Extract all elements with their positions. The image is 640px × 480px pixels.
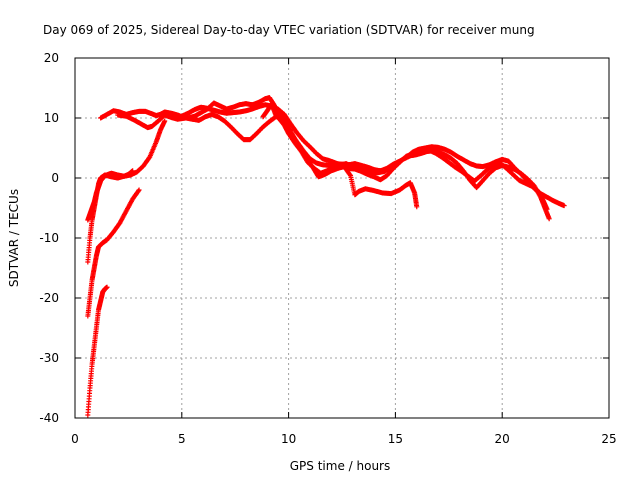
data-point xyxy=(130,168,136,174)
x-tick-label: 15 xyxy=(388,432,403,446)
series-track-e xyxy=(98,95,567,209)
y-tick-label: 0 xyxy=(51,171,59,185)
data-point xyxy=(544,206,550,212)
x-tick-label: 10 xyxy=(281,432,296,446)
data-point xyxy=(136,187,142,193)
y-tick-label: -30 xyxy=(39,351,59,365)
x-tick-label: 5 xyxy=(178,432,186,446)
data-marks xyxy=(85,95,567,418)
x-axis-label: GPS time / hours xyxy=(290,459,391,473)
x-tick-label: 20 xyxy=(495,432,510,446)
grid xyxy=(75,58,609,418)
y-axis-label: SDTVAR / TECUs xyxy=(7,189,21,287)
y-tick-label: 20 xyxy=(44,51,59,65)
data-point xyxy=(414,204,420,210)
series-track-b xyxy=(85,187,142,319)
data-point xyxy=(546,216,552,222)
series-track-a xyxy=(85,284,110,418)
x-tick-label: 0 xyxy=(71,432,79,446)
data-point xyxy=(104,284,110,290)
data-point xyxy=(347,172,353,178)
x-tick-label: 25 xyxy=(601,432,616,446)
data-point xyxy=(135,188,141,194)
y-tick-label: -40 xyxy=(39,411,59,425)
y-tick-label: -20 xyxy=(39,291,59,305)
axis-ticks: 0 5 10 15 20 25 -40 -30 -20 -10 0 10 20 xyxy=(39,51,616,446)
data-point xyxy=(561,203,567,209)
series-track-h xyxy=(260,101,550,212)
chart-title: Day 069 of 2025, Sidereal Day-to-day VTE… xyxy=(43,23,535,37)
y-tick-label: -10 xyxy=(39,231,59,245)
y-tick-label: 10 xyxy=(44,111,59,125)
data-point xyxy=(162,118,168,124)
series-track-d xyxy=(85,168,136,223)
